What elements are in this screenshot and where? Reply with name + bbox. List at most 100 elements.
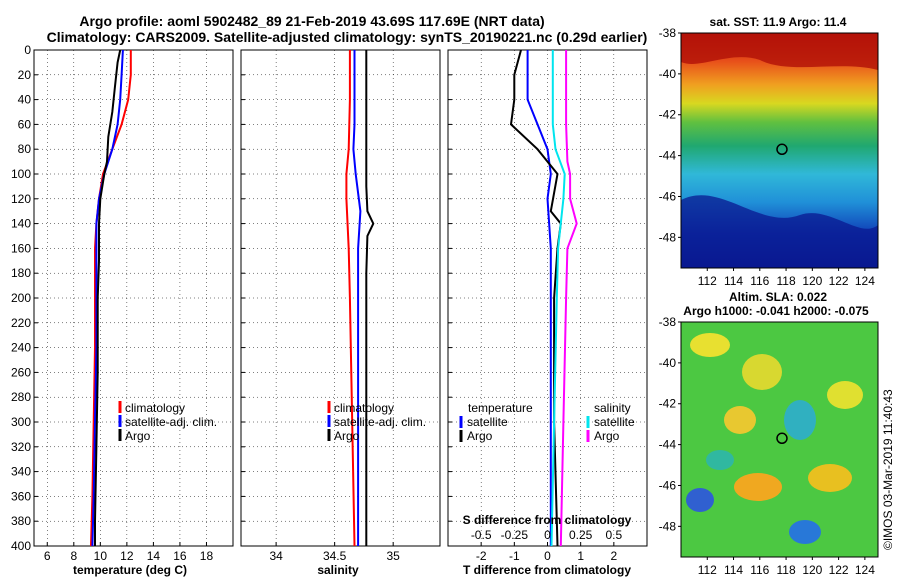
series-line-climatology [345,50,356,547]
x-tick-label: 14 [147,549,161,563]
x-tick-label: 10 [94,549,108,563]
map-x-tick-label: 120 [802,274,822,288]
x-tick-label: 18 [200,549,214,563]
map-y-tick-label: -44 [659,438,677,452]
legend-label-climatology: climatology [125,401,185,415]
temperature-xlabel: temperature (deg C) [73,563,187,577]
sst-frame [680,32,879,269]
series-line-salinity-satellite [550,50,566,547]
sla-map-ticks: 112 114 116 118 120 122 124 -38 -40 -42 -44 -46 -48 [659,315,876,577]
y-tick-label: 260 [11,365,31,379]
map-x-tick-label: 122 [829,274,849,288]
map-x-tick-label: 114 [724,563,743,577]
sst-map [680,32,879,269]
y-tick-label: 300 [11,415,31,429]
series-line-argo [94,49,122,546]
y-tick-label: 280 [11,390,31,404]
legend-label-argo: Argo [125,429,151,443]
sla-high-blob [690,333,730,357]
x-tick-label: -2 [476,549,487,563]
sla-high-blob [734,473,782,501]
legend-label-climatology: climatology [334,401,394,415]
temperature-axes [33,49,234,547]
map-y-tick-label: -46 [659,189,677,203]
y-tick-label: 340 [11,465,31,479]
salinity-xlabel: salinity [317,563,359,577]
x-tick-label: 12 [120,549,134,563]
map-y-tick-label: -44 [659,149,677,163]
series-line-satellite-adj-clim- [91,49,124,547]
sla-low-blob [789,520,821,544]
map-x-tick-label: 124 [855,274,875,288]
y-tick-label: 200 [11,291,31,305]
y-tick-label: 220 [11,316,31,330]
map-x-tick-label: 124 [855,563,875,577]
difference-xlabel: T difference from climatology [463,563,631,577]
title-line-2: Climatology: CARS2009. Satellite-adjuste… [47,29,648,45]
map-x-tick-label: 118 [776,274,795,288]
sla-low-blob [784,400,816,440]
map-y-tick-label: -40 [659,356,677,370]
map-x-tick-label: 116 [750,274,769,288]
legend-label-argo: Argo [334,429,360,443]
y-tick-label: 120 [11,192,31,206]
salinity-axes [240,49,441,547]
y-tick-label: 360 [11,489,31,503]
x-tick-label: 1 [577,549,584,563]
sst-argo-marker [776,143,788,156]
map-x-tick-label: 118 [776,563,795,577]
y-tick-label: 100 [11,167,31,181]
map-x-tick-label: 122 [829,563,849,577]
map-x-tick-label: 112 [698,274,717,288]
legend-label-sal-argo: Argo [594,429,620,443]
sla-high-blob [724,406,756,434]
sst-warm-region [681,33,878,70]
map-x-tick-label: 114 [724,274,743,288]
map-y-tick-label: -42 [659,397,677,411]
sla-argo-marker [776,432,788,445]
y-tick-label: 80 [18,142,32,156]
credit-text: ©IMOS 03-Mar-2019 11:40:43 [881,389,895,550]
map-y-tick-label: -48 [659,230,677,244]
map-y-tick-label: -42 [659,108,677,122]
legend-label-temp-argo: Argo [467,429,493,443]
x-tick-label: 0 [544,549,551,563]
title-line-1: Argo profile: aoml 5902482_89 21-Feb-201… [79,13,544,29]
series-line-argo [365,50,375,546]
sla-field [681,322,878,557]
map-y-tick-label: -40 [659,67,677,81]
s-tick-label: 0.25 [569,528,593,542]
map-y-tick-label: -48 [659,519,677,533]
legend-title-salinity: salinity [594,401,631,415]
s-tick-label: -0.5 [471,528,492,542]
sla-high-blob [808,464,852,492]
sst-map-ticks: 112 114 116 118 120 122 124 -38 -40 -42 -44 -46 -48 [659,26,876,288]
temperature-legend: climatology satellite-adj. clim. Argo [118,401,217,443]
series-line-satellite-adj-clim- [352,50,362,546]
sla-high-blob [827,381,863,409]
y-tick-label: 320 [11,440,31,454]
y-tick-label: 140 [11,217,31,231]
x-tick-label: 35 [386,549,400,563]
map-x-tick-label: 112 [698,563,717,577]
temperature-marks: 0 20 40 60 80 100 120 140 160 180 200 220 240 260 280 3… [11,43,233,563]
map-x-tick-label: 116 [750,563,769,577]
sla-map-title-1: Altim. SLA: 0.022 [729,290,827,304]
legend-label-satellite: satellite-adj. clim. [334,415,426,429]
legend-label-sal-satellite: satellite [594,415,635,429]
x-tick-label: 6 [44,549,51,563]
sst-map-title: sat. SST: 11.9 Argo: 11.4 [710,15,847,29]
sla-high-blob [742,354,782,390]
x-tick-label: 2 [610,549,617,563]
y-tick-label: 240 [11,341,31,355]
legend-label-temp-satellite: satellite [467,415,508,429]
y-tick-label: 400 [11,539,31,553]
s-difference-label: S difference from climatology [463,513,632,527]
sla-frame [680,321,879,558]
x-tick-label: 16 [173,549,187,563]
series-line-temperature-argo [509,49,562,547]
y-tick-label: 0 [24,43,31,57]
difference-marks: -2 -1 0 1 2 -0.5 -0.25 0 0.25 0.5 [448,49,647,563]
x-tick-label: 34.5 [323,549,347,563]
